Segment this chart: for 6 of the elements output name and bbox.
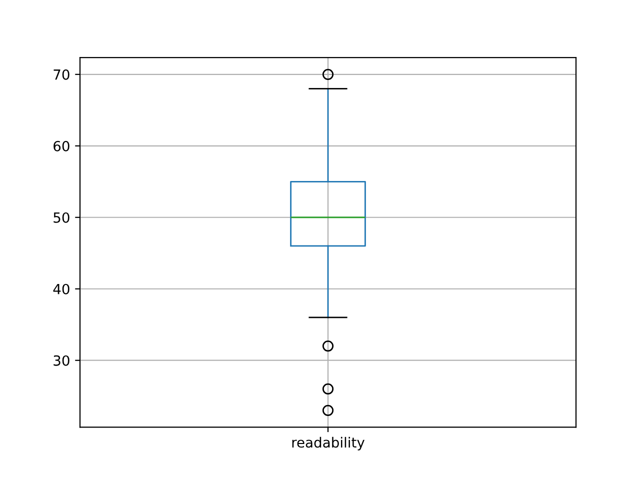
y-tick-label: 40 <box>53 284 70 294</box>
y-tick-label: 60 <box>54 140 70 152</box>
x-tick-label: readability <box>292 436 365 450</box>
y-tick-label: 70 <box>54 69 70 80</box>
y-tick-label: 30 <box>54 355 70 366</box>
y-tick-label: 50 <box>54 212 70 223</box>
